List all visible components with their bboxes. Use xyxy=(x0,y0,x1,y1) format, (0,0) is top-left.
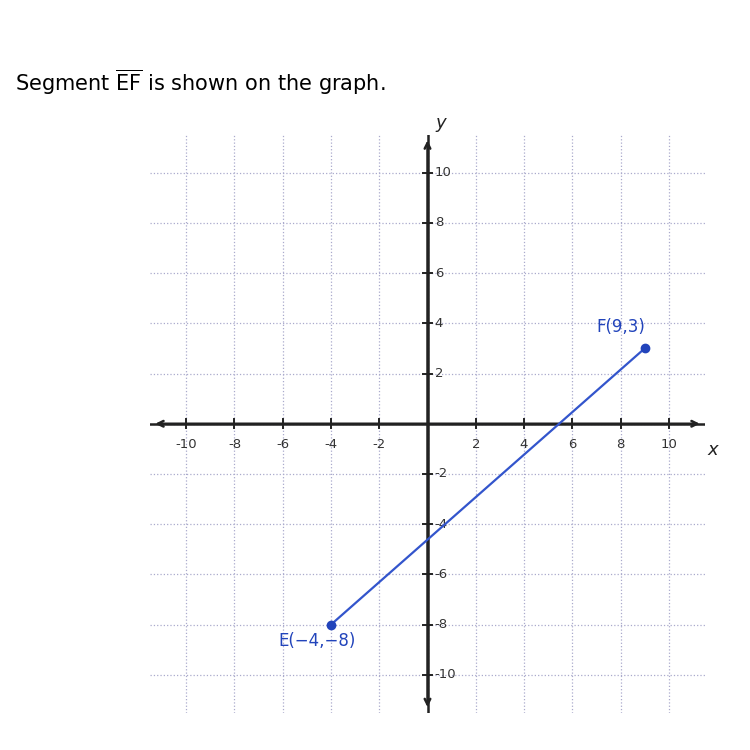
Text: 6: 6 xyxy=(568,437,577,451)
Text: 8: 8 xyxy=(616,437,625,451)
Text: -4: -4 xyxy=(435,518,448,531)
Text: 2: 2 xyxy=(472,437,480,451)
Text: -10: -10 xyxy=(176,437,197,451)
Text: x: x xyxy=(707,441,718,459)
Text: E(−4,−8): E(−4,−8) xyxy=(278,632,356,650)
Text: -8: -8 xyxy=(435,618,448,631)
Text: -6: -6 xyxy=(276,437,290,451)
Text: -4: -4 xyxy=(325,437,338,451)
Text: -10: -10 xyxy=(435,668,456,681)
Text: y: y xyxy=(436,115,446,133)
Text: -2: -2 xyxy=(435,467,448,481)
Text: 4: 4 xyxy=(435,316,443,330)
Text: 10: 10 xyxy=(435,166,451,179)
Text: Segment $\overline{\mathrm{EF}}$ is shown on the graph.: Segment $\overline{\mathrm{EF}}$ is show… xyxy=(15,68,386,98)
Text: -6: -6 xyxy=(435,568,448,581)
Text: 10: 10 xyxy=(660,437,677,451)
Text: 8: 8 xyxy=(435,217,443,229)
Text: -8: -8 xyxy=(228,437,241,451)
Text: -2: -2 xyxy=(373,437,386,451)
Text: F(9,3): F(9,3) xyxy=(596,318,645,336)
Text: 6: 6 xyxy=(435,266,443,280)
Text: 2: 2 xyxy=(435,367,443,380)
Text: 4: 4 xyxy=(520,437,528,451)
